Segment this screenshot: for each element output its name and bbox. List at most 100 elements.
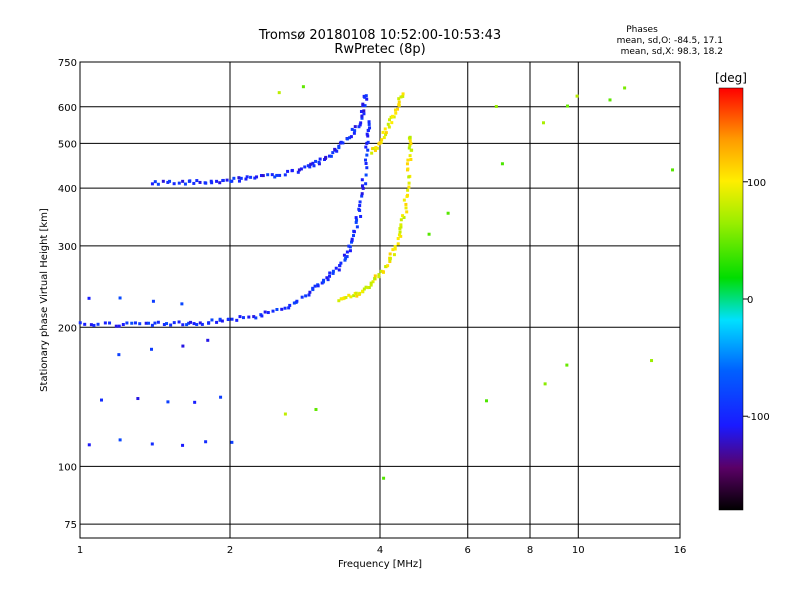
data-point <box>144 321 148 325</box>
data-point <box>366 148 370 152</box>
data-point <box>162 323 166 327</box>
data-point <box>348 245 352 249</box>
data-point <box>399 223 403 227</box>
data-point <box>253 176 257 180</box>
data-point <box>99 398 103 402</box>
data-point <box>650 359 654 363</box>
data-point <box>210 318 214 322</box>
data-point <box>229 179 233 183</box>
data-point <box>244 177 248 181</box>
data-point <box>307 293 311 297</box>
y-tick-label: 600 <box>58 103 77 114</box>
data-point <box>392 115 396 119</box>
data-point <box>399 218 403 222</box>
data-point <box>365 132 369 136</box>
data-point <box>314 159 318 163</box>
data-point <box>357 207 361 211</box>
data-point <box>338 264 342 268</box>
data-point <box>153 180 157 184</box>
data-point <box>313 284 317 288</box>
y-tick-label: 200 <box>58 323 77 334</box>
data-point <box>328 271 332 275</box>
data-point <box>397 233 401 237</box>
data-point <box>355 294 359 298</box>
chart-title: Tromsø 20180108 10:52:00-10:53:43 <box>258 28 501 43</box>
data-point <box>198 180 202 184</box>
data-point <box>207 321 211 325</box>
data-point <box>348 249 352 253</box>
data-point <box>373 149 377 153</box>
data-point <box>138 322 142 326</box>
colorbar <box>718 87 744 511</box>
data-point <box>355 225 359 229</box>
data-point <box>347 293 351 297</box>
data-point <box>339 297 343 301</box>
data-point <box>358 123 362 127</box>
data-point <box>193 400 197 404</box>
data-point <box>363 95 367 99</box>
data-point <box>364 158 368 162</box>
data-point <box>215 179 219 183</box>
data-point <box>87 443 91 447</box>
x-tick-label: 10 <box>572 545 585 556</box>
data-point <box>220 319 224 323</box>
data-point <box>366 128 370 132</box>
data-point <box>362 112 366 116</box>
data-point <box>384 265 388 269</box>
data-point <box>337 268 341 272</box>
data-point <box>345 137 349 141</box>
data-point <box>485 399 489 403</box>
data-point <box>331 151 335 155</box>
data-point <box>407 175 411 179</box>
data-point <box>368 126 372 130</box>
data-point <box>343 258 347 262</box>
data-point <box>359 110 363 114</box>
data-point <box>352 230 356 234</box>
data-point <box>608 98 612 102</box>
data-point <box>295 299 299 303</box>
data-point <box>365 153 369 157</box>
data-point <box>345 250 349 254</box>
data-point <box>185 323 189 327</box>
data-point <box>96 322 100 326</box>
data-point <box>329 154 333 158</box>
data-point <box>359 214 363 218</box>
data-point <box>89 323 93 327</box>
data-point <box>406 158 410 162</box>
data-point <box>401 214 405 218</box>
data-point <box>308 165 312 169</box>
data-point <box>352 131 356 135</box>
data-point <box>78 321 82 325</box>
y-tick-label: 500 <box>58 139 77 150</box>
data-point <box>671 168 675 172</box>
data-point <box>226 318 230 322</box>
data-point <box>404 202 408 206</box>
data-point <box>290 168 294 172</box>
data-point <box>347 244 351 248</box>
data-point <box>221 178 225 182</box>
data-point <box>280 307 284 311</box>
data-point <box>165 322 169 326</box>
data-point <box>150 347 154 351</box>
data-point <box>381 270 385 274</box>
data-point <box>387 118 391 122</box>
y-tick-label: 400 <box>58 184 77 195</box>
data-point <box>388 260 392 264</box>
data-point <box>125 321 129 325</box>
data-point <box>387 125 391 129</box>
data-points <box>78 85 675 480</box>
data-point <box>206 338 210 342</box>
data-point <box>366 286 370 290</box>
data-point <box>245 175 249 179</box>
data-point <box>275 307 279 311</box>
data-point <box>153 321 157 325</box>
data-point <box>398 227 402 231</box>
data-point <box>399 95 403 99</box>
data-point <box>393 108 397 112</box>
data-point <box>344 256 348 260</box>
x-tick-label: 6 <box>465 545 471 556</box>
data-point <box>183 182 187 186</box>
data-point <box>83 322 87 326</box>
data-point <box>353 125 357 129</box>
data-point <box>288 303 292 307</box>
